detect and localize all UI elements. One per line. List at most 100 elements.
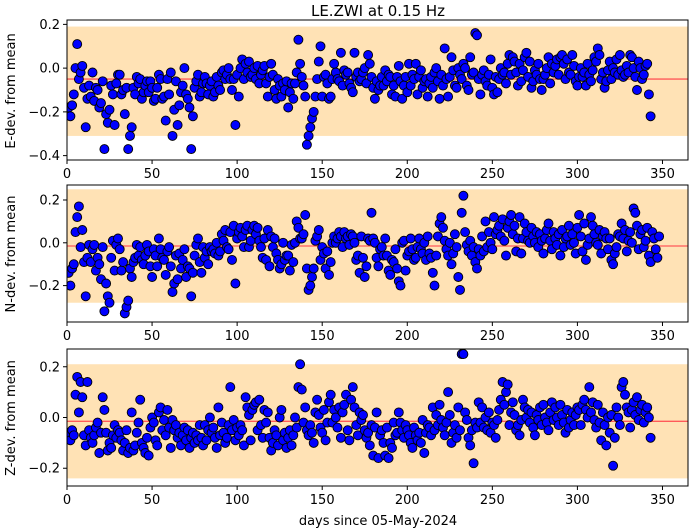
data-point-n xyxy=(499,235,510,246)
data-point-e xyxy=(485,54,496,65)
data-point-n xyxy=(480,216,491,227)
data-point-z xyxy=(335,432,346,443)
data-point-z xyxy=(393,407,404,418)
data-point-n xyxy=(159,254,169,265)
data-point-z xyxy=(643,412,654,423)
data-point-n xyxy=(509,220,520,231)
data-point-n xyxy=(223,244,234,255)
data-point-z xyxy=(290,412,300,423)
data-point-n xyxy=(193,233,203,244)
data-point-e xyxy=(465,52,476,63)
data-point-e xyxy=(305,122,316,133)
data-point-n xyxy=(611,242,622,253)
data-point-e xyxy=(451,82,462,93)
data-point-n xyxy=(358,252,368,263)
xtick-label-z: 150 xyxy=(310,493,335,508)
data-point-e xyxy=(632,85,642,95)
data-point-n xyxy=(147,272,158,282)
data-point-n xyxy=(73,201,84,212)
data-point-n xyxy=(405,233,416,244)
data-point-e xyxy=(72,39,83,50)
data-point-n xyxy=(256,242,266,253)
data-point-n xyxy=(449,229,460,240)
data-point-z xyxy=(358,410,368,420)
data-point-e xyxy=(109,120,120,130)
data-point-e xyxy=(572,80,583,91)
data-point-n xyxy=(252,222,263,233)
data-point-n xyxy=(385,269,396,280)
data-point-z xyxy=(407,442,418,453)
data-point-e xyxy=(536,85,547,95)
data-point-z xyxy=(97,392,108,403)
data-point-e xyxy=(67,111,76,122)
data-point-n xyxy=(543,218,554,229)
xtick-label-z: 250 xyxy=(480,493,505,508)
data-point-e xyxy=(315,41,326,52)
data-point-z xyxy=(262,407,273,418)
ytick-label-z: 0.2 xyxy=(39,360,60,375)
data-point-e xyxy=(301,139,312,150)
data-point-n xyxy=(652,252,663,263)
data-point-e xyxy=(174,100,185,111)
data-point-n xyxy=(269,233,280,244)
data-point-z xyxy=(339,399,350,410)
data-point-e xyxy=(165,67,176,78)
data-point-n xyxy=(608,259,619,270)
data-point-n xyxy=(373,261,384,272)
data-point-e xyxy=(107,89,118,100)
data-point-n xyxy=(114,244,125,255)
data-point-n xyxy=(349,237,360,248)
data-point-n xyxy=(563,220,574,231)
data-point-n xyxy=(118,257,129,268)
data-point-e xyxy=(645,111,656,122)
data-point-n xyxy=(586,212,596,223)
data-point-n xyxy=(293,222,304,233)
data-point-z xyxy=(332,422,343,433)
data-point-e xyxy=(446,52,457,63)
data-point-n xyxy=(179,244,190,255)
data-point-z xyxy=(312,394,323,405)
data-point-z xyxy=(320,435,331,446)
data-point-z xyxy=(465,440,476,451)
data-point-e xyxy=(119,109,130,120)
data-point-z xyxy=(318,404,329,415)
data-point-z xyxy=(208,422,219,433)
data-point-e xyxy=(553,69,564,80)
data-point-n xyxy=(451,242,462,253)
xtick-label-e: 350 xyxy=(650,167,675,182)
data-point-z xyxy=(135,394,146,405)
data-point-z xyxy=(245,435,256,446)
data-point-e xyxy=(87,67,98,78)
data-point-z xyxy=(434,399,445,410)
data-point-z xyxy=(601,440,612,451)
data-point-z xyxy=(458,349,469,360)
data-point-e xyxy=(642,58,653,69)
data-point-n xyxy=(650,244,661,255)
data-point-e xyxy=(594,50,605,60)
data-point-z xyxy=(94,448,105,458)
data-point-z xyxy=(92,417,103,428)
data-point-n xyxy=(538,248,549,259)
data-point-z xyxy=(296,384,307,395)
data-point-e xyxy=(227,85,237,95)
data-point-z xyxy=(477,402,488,413)
data-point-z xyxy=(444,410,455,420)
ytick-label-n: 0.0 xyxy=(39,236,60,251)
data-point-e xyxy=(347,87,358,98)
data-point-z xyxy=(286,440,297,451)
data-point-z xyxy=(276,404,287,415)
data-point-z xyxy=(225,382,236,393)
data-point-n xyxy=(189,250,200,261)
data-point-e xyxy=(114,69,125,80)
data-point-z xyxy=(608,460,619,471)
data-point-e xyxy=(342,67,353,78)
data-point-n xyxy=(438,222,448,233)
data-point-n xyxy=(298,229,309,240)
data-point-e xyxy=(586,76,596,87)
data-point-n xyxy=(67,280,76,291)
data-point-n xyxy=(283,250,294,261)
data-point-z xyxy=(121,425,132,436)
data-point-n xyxy=(164,242,175,253)
data-point-z xyxy=(645,432,656,443)
plot-frame-n xyxy=(66,184,689,323)
